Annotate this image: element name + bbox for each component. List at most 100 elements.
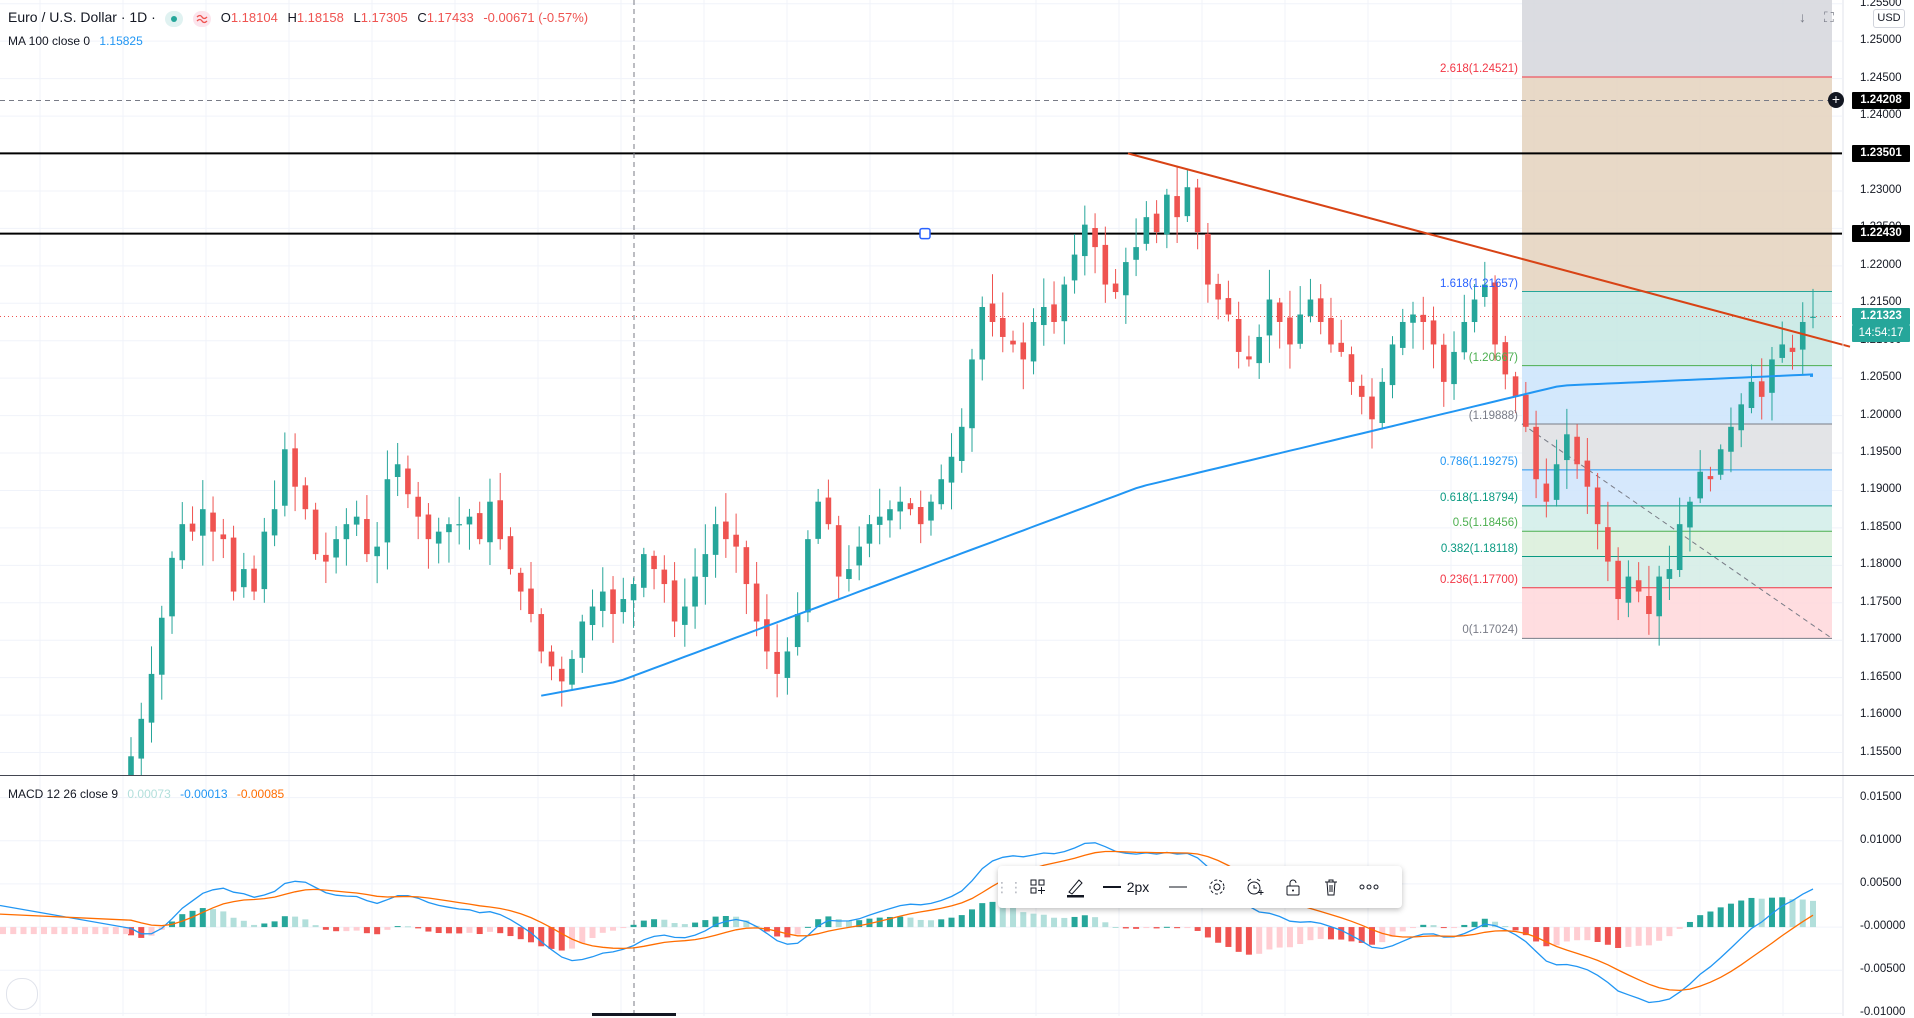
macd-hist-bar (1410, 927, 1417, 929)
line-color-pencil-icon[interactable] (1056, 866, 1094, 908)
resistance-high-tag[interactable]: 1.23501 (1852, 144, 1910, 162)
candle-body (989, 303, 996, 322)
macd-hist-bar (1512, 927, 1519, 931)
macd-hist-bar (456, 927, 463, 934)
candle-body (1317, 298, 1324, 322)
candle-body (1297, 314, 1303, 344)
macd-hist-bar (1092, 917, 1099, 928)
pane-divider[interactable] (0, 775, 1914, 776)
candle-body (784, 651, 791, 678)
macd-hist-bar (292, 916, 299, 928)
macd-hist-bar (1051, 917, 1058, 928)
price-axis-tick: 1.18000 (1860, 558, 1902, 571)
candle-body (1276, 302, 1283, 322)
macd-hist-bar (989, 901, 996, 928)
macd-hist-bar (917, 919, 924, 928)
macd-hist-bar (1194, 927, 1201, 931)
candle-body (692, 576, 698, 607)
fib-level-label: 0(1.17024) (1462, 624, 1518, 637)
line-style-icon[interactable] (1158, 866, 1198, 908)
macd-axis-tick: -0.00500 (1860, 963, 1906, 976)
candle-body (651, 555, 657, 570)
candle-body (425, 514, 432, 540)
macd-hist-bar (1717, 907, 1724, 928)
macd-hist-bar (979, 903, 986, 928)
macd-hist-bar (363, 927, 370, 934)
line-width-button[interactable]: 2px (1094, 866, 1158, 908)
candle-body (241, 569, 247, 588)
macd-hist-bar (702, 920, 709, 928)
candle-body (1615, 560, 1621, 600)
lock-icon[interactable] (1274, 866, 1312, 908)
fib-level-label: 2.618(1.24521) (1439, 63, 1518, 76)
macd-hist-bar (425, 927, 432, 932)
go-to-realtime-icon[interactable] (6, 978, 38, 1010)
candle-body (897, 501, 904, 512)
price-chart[interactable] (0, 0, 1914, 775)
macd-hist-bar (240, 920, 247, 928)
price-axis-tick: 1.19000 (1860, 483, 1902, 496)
change-value: -0.00671 (-0.57%) (483, 10, 589, 25)
macd-hist-bar (1451, 927, 1458, 929)
macd-hist-bar (271, 921, 278, 928)
ma-legend[interactable]: MA 100 close 0 1.15825 (8, 34, 149, 48)
macd-hist-bar (1727, 903, 1734, 928)
macd-chart[interactable] (0, 776, 1914, 1016)
candle-body (1451, 351, 1457, 385)
macd-hist-bar (825, 916, 832, 928)
symbol-title[interactable]: Euro / U.S. Dollar · 1D · (8, 9, 156, 25)
macd-hist-bar (1071, 916, 1078, 928)
last-price-tag[interactable]: 1.21323 (1852, 308, 1910, 325)
macd-hist-bar (835, 919, 842, 928)
candle-body (384, 479, 391, 543)
candle-body (1030, 321, 1037, 362)
price-pane[interactable] (0, 0, 1914, 775)
candle-body (1564, 434, 1570, 461)
resistance-low-tag[interactable]: 1.22430 (1852, 225, 1910, 243)
macd-hist-bar (815, 919, 822, 928)
price-axis-tick: 1.20500 (1860, 371, 1902, 384)
eye-toggle-icon[interactable] (165, 10, 184, 27)
maximize-icon[interactable]: ⛶ (1824, 9, 1834, 25)
template-icon[interactable] (1020, 866, 1056, 908)
macd-hist-bar (1738, 900, 1745, 928)
candle-body (497, 500, 504, 540)
macd-hist-bar (640, 920, 647, 928)
add-alert-clock-icon[interactable] (1236, 866, 1274, 908)
currency-label[interactable]: USD (1873, 9, 1905, 28)
candle-body (1594, 487, 1601, 525)
macd-hist-bar (1030, 913, 1037, 928)
open-value: 1.18104 (230, 10, 278, 25)
alert-price-tag[interactable]: 1.24208 (1852, 91, 1910, 109)
candle-body (1307, 299, 1314, 317)
drag-handle-icon[interactable]: ⋮⋮ (995, 878, 1023, 895)
scroll-down-icon[interactable]: ↓ (1799, 9, 1806, 25)
macd-hist-bar (1656, 927, 1663, 941)
add-alert-icon[interactable]: + (1828, 92, 1844, 109)
macd-hist-bar (1338, 927, 1345, 940)
macd-hist-bar (1584, 927, 1591, 941)
candle-body (517, 572, 524, 592)
candle-body (630, 584, 637, 601)
candle-body (907, 503, 914, 510)
settings-gear-icon[interactable] (1198, 866, 1236, 908)
more-options-icon[interactable] (1350, 866, 1388, 908)
compare-wave-icon[interactable] (193, 10, 212, 27)
candle-body (825, 497, 832, 525)
candle-body (1799, 321, 1806, 350)
macd-hist-bar (661, 919, 668, 928)
macd-hist-bar (1553, 927, 1560, 946)
price-axis-tick: 1.17000 (1860, 633, 1902, 646)
candle-body (1738, 404, 1745, 431)
fib-level-label: 0.236(1.17700) (1439, 573, 1518, 586)
macd-hist-bar (1122, 927, 1129, 929)
delete-trash-icon[interactable] (1312, 866, 1350, 908)
macd-hist-bar (1245, 927, 1252, 955)
macd-pane[interactable] (0, 776, 1914, 1016)
candle-body (1184, 187, 1191, 217)
macd-line-value: -0.00013 (180, 787, 228, 801)
candle-body (569, 658, 575, 685)
macd-hist-bar (1358, 927, 1365, 943)
candle-body (1512, 376, 1519, 397)
macd-legend[interactable]: MACD 12 26 close 9 0.00073 -0.00013 -0.0… (8, 787, 290, 801)
